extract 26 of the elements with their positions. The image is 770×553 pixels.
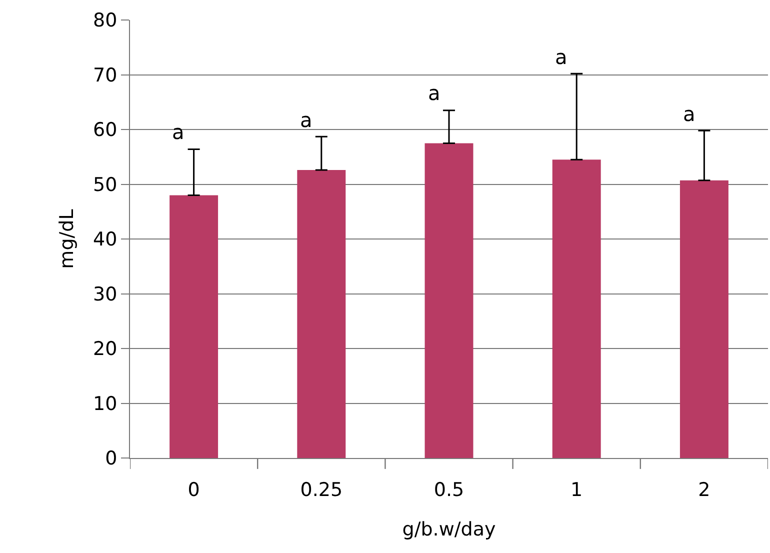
annotation: a bbox=[683, 102, 696, 126]
y-tick-label: 30 bbox=[93, 283, 118, 306]
x-tick-label: 0.5 bbox=[434, 478, 464, 501]
y-tick-label: 60 bbox=[93, 119, 118, 142]
x-tick-label: 2 bbox=[698, 478, 710, 501]
bar bbox=[424, 143, 474, 458]
bar bbox=[680, 180, 728, 458]
y-tick-label: 80 bbox=[93, 10, 118, 32]
y-axis-title: mg/dL bbox=[56, 208, 78, 269]
x-tick-label: 0 bbox=[188, 478, 200, 501]
y-tick-label: 40 bbox=[93, 228, 118, 251]
bar bbox=[552, 160, 601, 458]
y-tick-label: 70 bbox=[93, 64, 118, 86]
annotation: a bbox=[172, 120, 184, 144]
y-tick-label: 20 bbox=[93, 338, 118, 360]
y-tick-label: 50 bbox=[93, 174, 118, 196]
annotation: a bbox=[300, 108, 312, 132]
x-tick-label: 0.25 bbox=[300, 478, 343, 501]
x-axis-title: g/b.w/day bbox=[402, 518, 496, 541]
annotation: a bbox=[428, 81, 440, 105]
y-tick-label: 10 bbox=[93, 392, 118, 415]
annotation: a bbox=[555, 45, 568, 69]
x-tick-label: 1 bbox=[570, 478, 583, 501]
bar bbox=[297, 170, 346, 458]
bar bbox=[170, 195, 218, 458]
y-tick-label: 0 bbox=[105, 448, 118, 470]
